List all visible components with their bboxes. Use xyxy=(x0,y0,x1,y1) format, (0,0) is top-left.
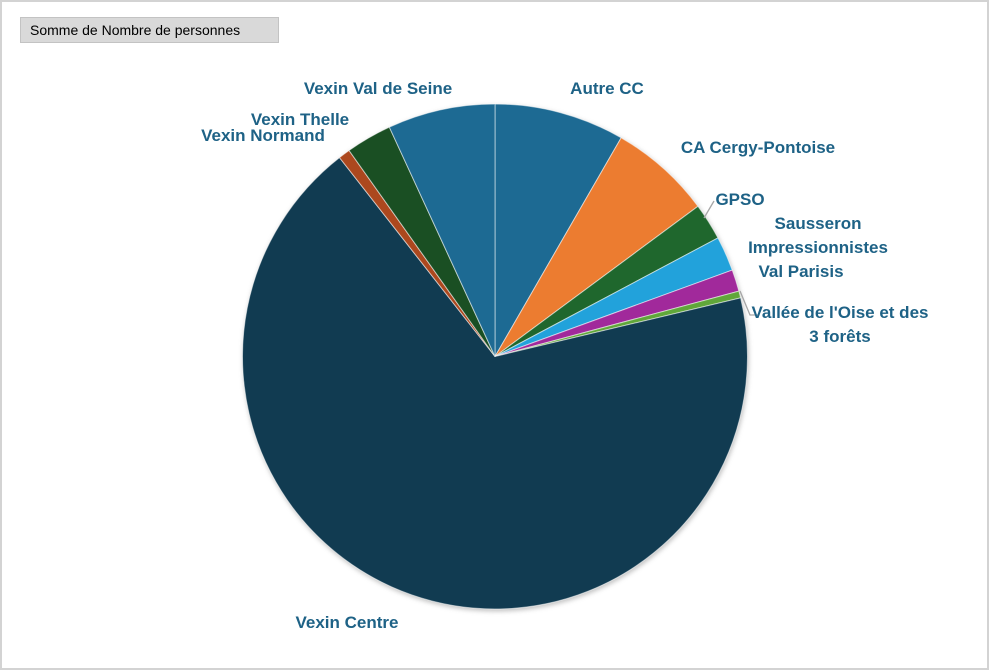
leader-lines xyxy=(703,200,759,316)
label-vallee-de-l-oise: Vallée de l'Oise et des 3 forêts xyxy=(751,303,929,346)
label-vexin-normand: Vexin Normand xyxy=(201,126,325,145)
label-val-parisis: Val Parisis xyxy=(758,262,844,281)
pivot-field-button[interactable]: Somme de Nombre de personnes xyxy=(20,17,279,43)
label-vexin-thelle: Vexin Thelle xyxy=(250,110,350,129)
pie-slice-vexin-val-de-seine[interactable] xyxy=(388,103,496,357)
label-sausseron-impressionnistes: Sausseron Impressionnistes xyxy=(748,214,888,257)
pie-slices xyxy=(242,103,748,610)
label-vexin-val-de-seine: Vexin Val de Seine xyxy=(303,79,453,98)
pie-slice-autre-cc[interactable] xyxy=(494,103,622,357)
leader-line-gpso xyxy=(703,200,715,219)
label-autre-cc: Autre CC xyxy=(570,79,644,98)
leader-line-vallee-oise xyxy=(739,290,759,316)
pie-slice-vexin-centre[interactable] xyxy=(242,157,748,610)
label-ca-cergy-pontoise: CA Cergy-Pontoise xyxy=(680,138,836,157)
label-vexin-centre: Vexin Centre xyxy=(295,613,399,632)
label-gpso: GPSO xyxy=(715,190,765,209)
